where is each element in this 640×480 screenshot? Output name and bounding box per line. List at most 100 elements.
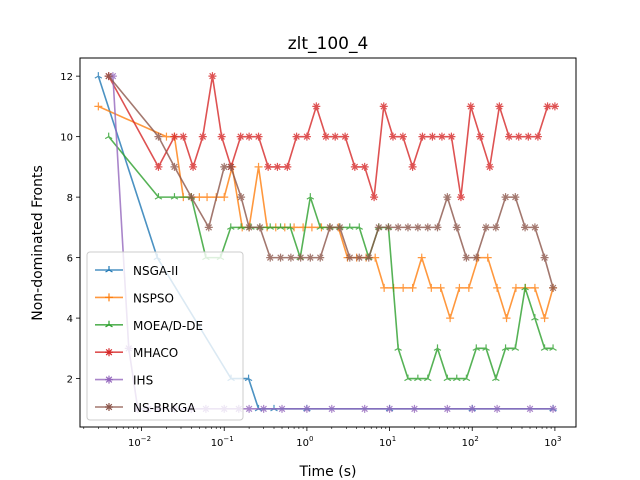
data-point [276, 223, 285, 230]
legend-label: NS-BRKGA [133, 401, 196, 415]
data-point [530, 283, 539, 292]
data-point [540, 253, 549, 262]
legend-item: MHACO [95, 346, 178, 360]
legend-item: NSPSO [95, 291, 174, 305]
data-point [331, 132, 340, 141]
data-point [410, 404, 419, 413]
data-point [408, 283, 417, 292]
legend-label: NSGA-II [133, 264, 178, 278]
data-point [312, 102, 321, 111]
data-point [254, 162, 263, 171]
legend-marker [105, 403, 113, 411]
data-point [374, 223, 383, 232]
data-point [187, 193, 196, 202]
data-point [472, 344, 481, 351]
x-tick-label: 10−2 [128, 435, 151, 449]
data-point [543, 102, 552, 111]
data-point [531, 314, 539, 321]
legend-marker [105, 320, 113, 328]
data-point [104, 132, 113, 140]
data-point [403, 223, 412, 232]
data-point [104, 72, 113, 81]
data-point [404, 374, 412, 382]
data-point [154, 193, 163, 200]
legend-marker [105, 266, 113, 273]
data-point [493, 404, 502, 413]
data-point [388, 132, 397, 141]
data-point [491, 223, 500, 232]
x-tick-label: 102 [462, 435, 479, 449]
data-point [208, 72, 217, 81]
data-point [204, 223, 213, 232]
data-point [428, 132, 437, 141]
data-point [468, 404, 477, 413]
data-point [266, 253, 275, 262]
data-point [360, 162, 369, 171]
data-point [436, 283, 445, 292]
data-point [255, 223, 264, 232]
data-point [321, 132, 330, 141]
data-point [466, 102, 475, 111]
y-tick-label: 8 [67, 193, 73, 204]
x-tick-label: 101 [379, 435, 396, 449]
data-point [335, 223, 344, 232]
data-point [514, 132, 523, 141]
data-point [292, 132, 301, 141]
data-point [350, 162, 359, 171]
data-point [236, 132, 245, 141]
data-point [360, 404, 369, 413]
data-point [433, 223, 442, 232]
data-point [245, 132, 254, 141]
data-point [170, 162, 179, 171]
data-point [198, 132, 207, 141]
data-point [306, 253, 315, 262]
data-point [476, 132, 485, 141]
data-point [452, 374, 461, 382]
data-point [283, 162, 292, 171]
data-point [306, 193, 315, 200]
data-point [549, 344, 557, 351]
legend-label: IHS [133, 374, 153, 388]
legend: NSGA-II NSPSO MOEA/D-DE MHACO IHS NS-BRKGA [86, 251, 244, 421]
data-point [226, 223, 235, 230]
data-point [355, 253, 364, 262]
x-tick-label: 103 [544, 435, 561, 449]
data-point [237, 223, 245, 230]
data-point [154, 132, 163, 141]
data-point [302, 132, 311, 141]
data-point [264, 162, 273, 171]
data-point [417, 253, 426, 262]
data-point [501, 344, 510, 351]
data-point [447, 132, 456, 141]
data-point [189, 162, 198, 171]
series-mhaco [104, 72, 559, 202]
data-point [273, 162, 282, 171]
data-point [341, 132, 350, 141]
data-point [384, 223, 393, 232]
x-axis: 10−2 10−1 100 101 102 103 [83, 427, 561, 449]
data-point [511, 344, 520, 351]
y-tick-label: 2 [67, 375, 73, 386]
data-point [307, 223, 316, 232]
data-point [521, 283, 529, 291]
data-point [245, 223, 254, 232]
data-point [452, 223, 461, 232]
data-point [203, 193, 212, 202]
data-point [220, 193, 229, 202]
data-point [254, 132, 263, 141]
data-point [296, 253, 305, 262]
data-point [259, 404, 268, 413]
data-point [327, 404, 336, 413]
data-point [413, 223, 422, 232]
data-point [424, 374, 432, 382]
data-point [540, 314, 549, 323]
legend-label: MHACO [133, 346, 178, 360]
data-point [345, 253, 354, 262]
data-point [492, 374, 500, 382]
data-point [549, 283, 558, 292]
x-tick-label: 10−1 [211, 435, 234, 449]
data-point [325, 223, 334, 232]
data-point [179, 132, 188, 141]
legend-label: MOEA/D-DE [133, 319, 203, 333]
series-ns-brkga [104, 72, 558, 292]
